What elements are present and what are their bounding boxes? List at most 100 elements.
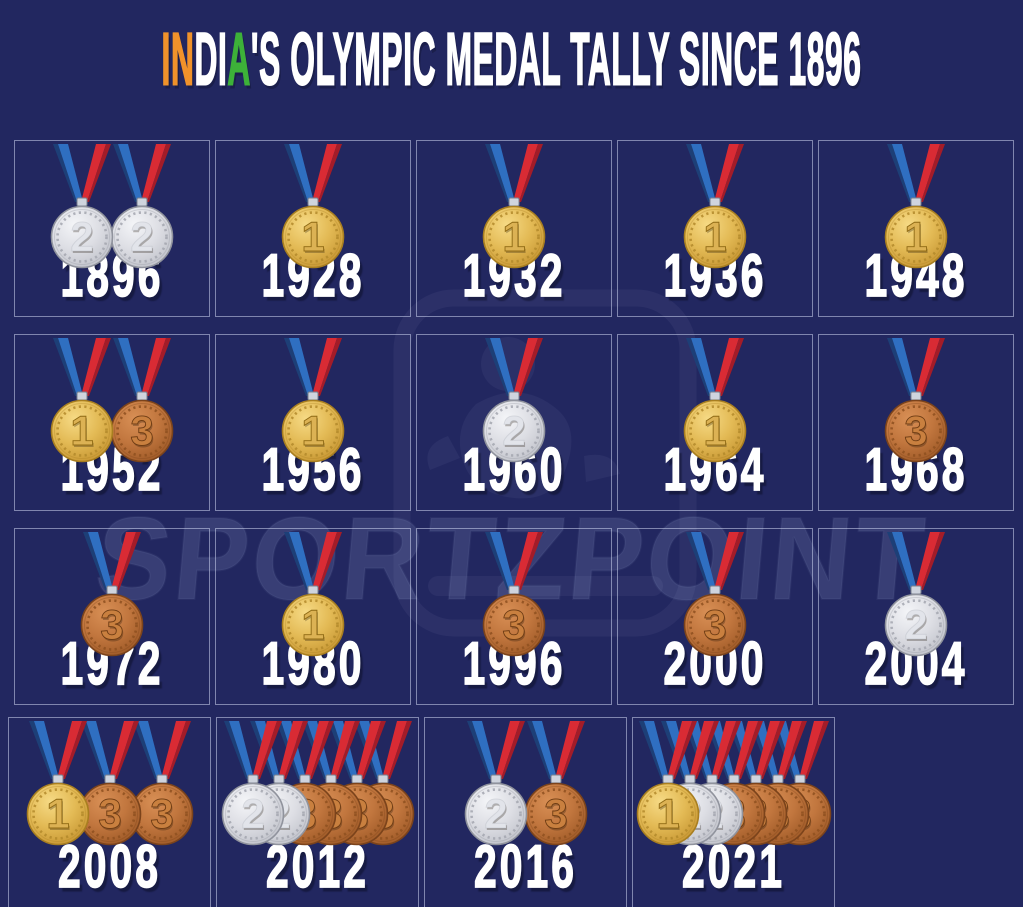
svg-text:3: 3: [131, 409, 154, 456]
svg-text:2: 2: [485, 792, 508, 839]
svg-text:1: 1: [656, 790, 679, 837]
year-cell-2012: 2222333333332012: [216, 717, 419, 907]
svg-text:3: 3: [99, 792, 122, 839]
title-segment: DI: [194, 18, 228, 102]
year-label: 2012: [265, 834, 369, 901]
svg-text:1: 1: [302, 603, 325, 650]
svg-text:1: 1: [301, 213, 324, 260]
svg-text:2: 2: [70, 213, 93, 260]
medal-grid-row-4: 1133332008222233333333201222332016112222…: [8, 717, 835, 907]
svg-text:1: 1: [302, 215, 325, 262]
svg-text:3: 3: [150, 790, 173, 837]
svg-text:1: 1: [301, 407, 324, 454]
year-label: 2016: [473, 834, 577, 901]
svg-text:3: 3: [704, 603, 727, 650]
svg-text:2: 2: [241, 790, 264, 837]
svg-text:3: 3: [502, 601, 525, 648]
svg-text:3: 3: [130, 407, 153, 454]
svg-text:2: 2: [130, 213, 153, 260]
svg-text:1: 1: [46, 790, 69, 837]
svg-text:3: 3: [100, 601, 123, 648]
svg-text:3: 3: [904, 407, 927, 454]
svg-text:1: 1: [301, 601, 324, 648]
year-cell-1964: 1 1 1964: [617, 334, 813, 511]
svg-text:1: 1: [704, 409, 727, 456]
svg-text:3: 3: [544, 790, 567, 837]
year-cell-1948: 1 1 1948: [818, 140, 1014, 317]
year-cell-1972: 3 3 1972: [14, 528, 210, 705]
year-cell-1928: 1 1 1928: [215, 140, 411, 317]
svg-text:1: 1: [703, 213, 726, 260]
svg-text:1: 1: [703, 407, 726, 454]
svg-text:1: 1: [502, 213, 525, 260]
year-cell-1956: 1 1 1956: [215, 334, 411, 511]
medal-group: 222233333333: [218, 721, 418, 852]
svg-text:3: 3: [151, 792, 174, 839]
medal-grid-row-1: 2 2 2 2 1896 1 1 1928 1 1 1932 1 1 1936 1 1 1948: [14, 140, 1014, 317]
year-cell-1952: 1 1 3 3 1952: [14, 334, 210, 511]
svg-text:3: 3: [98, 790, 121, 837]
svg-text:2: 2: [503, 409, 526, 456]
svg-text:1: 1: [905, 215, 928, 262]
svg-text:3: 3: [703, 601, 726, 648]
svg-text:3: 3: [503, 603, 526, 650]
year-cell-1960: 2 2 1960: [416, 334, 612, 511]
svg-text:2: 2: [904, 601, 927, 648]
svg-text:1: 1: [503, 215, 526, 262]
svg-text:1: 1: [657, 792, 680, 839]
svg-text:3: 3: [545, 792, 568, 839]
svg-text:1: 1: [302, 409, 325, 456]
year-cell-2021: 112222333333332021: [632, 717, 835, 907]
year-cell-2000: 3 3 2000: [617, 528, 813, 705]
svg-text:2: 2: [71, 215, 94, 262]
year-label: 2021: [681, 834, 785, 901]
title-segment: A: [227, 18, 251, 102]
title-segment: 'S OLYMPIC MEDAL TALLY SINCE 1896: [250, 18, 862, 102]
year-cell-1980: 1 1 1980: [215, 528, 411, 705]
svg-text:1: 1: [704, 215, 727, 262]
svg-text:2: 2: [484, 790, 507, 837]
year-cell-1896: 2 2 2 2 1896: [14, 140, 210, 317]
year-cell-2004: 2 2 2004: [818, 528, 1014, 705]
title-segment: IN: [161, 18, 195, 102]
svg-text:2: 2: [242, 792, 265, 839]
